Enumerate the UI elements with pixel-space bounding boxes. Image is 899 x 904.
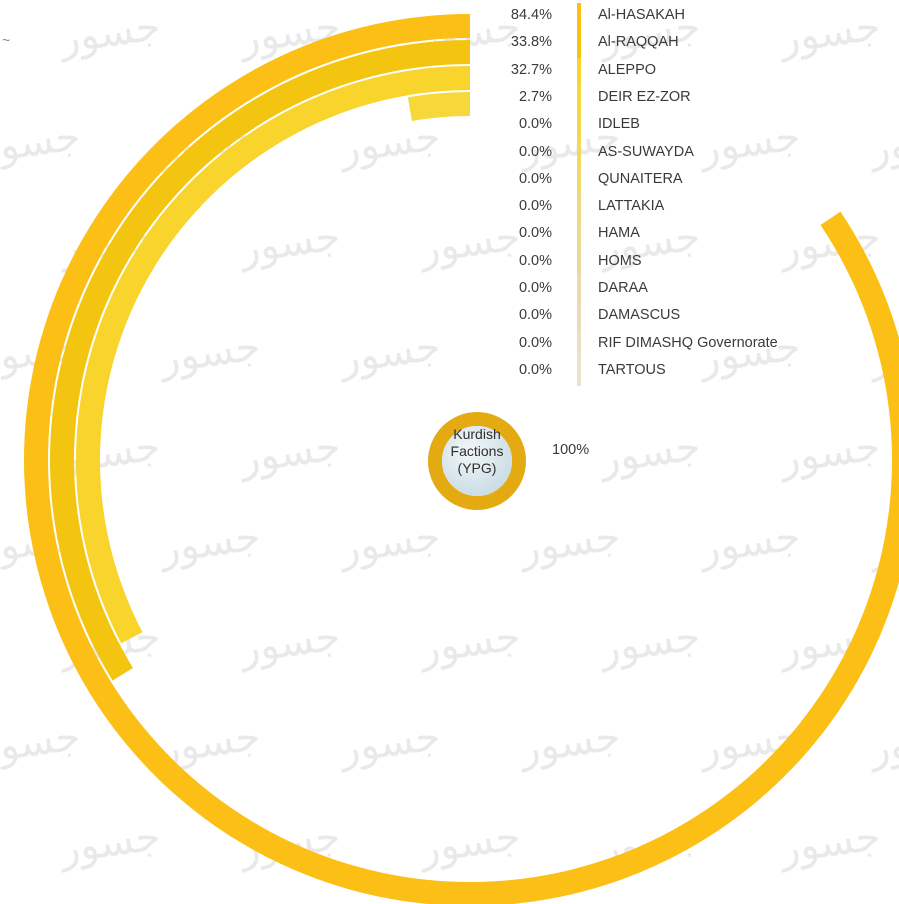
legend-row: 0.0% DAMASCUS — [0, 303, 899, 332]
legend-value: 0.0% — [518, 170, 552, 187]
legend-label: DAMASCUS — [598, 307, 681, 324]
legend-label: Al-RAQQAH — [598, 34, 679, 51]
legend-row: 0.0% AS-SUWAYDA — [0, 139, 899, 168]
legend-value: 32.7% — [510, 61, 552, 78]
legend-row: 0.0% IDLEB — [0, 112, 899, 141]
legend-value: 0.0% — [518, 252, 552, 269]
legend-swatch — [577, 166, 581, 196]
legend-value: 2.7% — [518, 88, 552, 105]
legend-swatch — [577, 248, 581, 277]
legend-row: 0.0% DARAA — [0, 276, 899, 305]
radial-bar-1 — [49, 40, 470, 681]
legend-label: AS-SUWAYDA — [598, 143, 694, 160]
legend-swatch — [577, 194, 581, 223]
legend-value: 0.0% — [518, 334, 552, 351]
legend-swatch — [577, 276, 581, 305]
legend-label: RIF DIMASHQ Governorate — [598, 334, 778, 351]
legend-swatch — [577, 330, 581, 359]
legend-label: LATTAKIA — [598, 198, 665, 215]
legend-swatch — [577, 221, 581, 250]
legend-label: Al-HASAKAH — [598, 7, 686, 23]
legend-swatch — [577, 139, 581, 168]
legend-row: 0.0% HOMS — [0, 248, 899, 277]
legend-value: 33.8% — [510, 34, 552, 51]
legend-row: 0.0% HAMA — [0, 221, 899, 250]
legend-value: 84.4% — [510, 7, 552, 23]
legend-label: ALEPPO — [598, 61, 657, 78]
legend-label: DEIR EZ-ZOR — [598, 88, 691, 105]
legend-value: 0.0% — [518, 116, 552, 133]
legend-swatch — [577, 57, 581, 86]
legend-label: HAMA — [598, 225, 640, 242]
legend-label: TARTOUS — [598, 361, 666, 378]
legend-value: 0.0% — [518, 361, 552, 378]
radial-bar-2 — [76, 66, 471, 644]
legend-value: 0.0% — [518, 307, 552, 324]
legend-row: 32.7% ALEPPO — [0, 57, 899, 86]
legend-swatch — [577, 357, 581, 387]
legend-label: HOMS — [598, 252, 642, 269]
center-value-label: 100% — [552, 442, 590, 458]
legend-value: 0.0% — [518, 225, 552, 242]
legend-row: 2.7% DEIR EZ-ZOR — [0, 84, 899, 114]
legend-row: 0.0% TARTOUS — [0, 357, 899, 387]
center-disc — [442, 426, 512, 496]
center-donut — [427, 411, 527, 511]
edge-glyph: ~ — [2, 32, 11, 48]
legend-row: 84.4% Al-HASAKAH — [0, 3, 899, 32]
legend-row: 0.0% RIF DIMASHQ Governorate — [0, 330, 899, 359]
legend-label: QUNAITERA — [598, 170, 683, 187]
legend-label: DARAA — [598, 280, 648, 296]
legend-row: 0.0% QUNAITERA — [0, 166, 899, 196]
legend-value: 0.0% — [518, 198, 552, 215]
legend-value: 0.0% — [518, 143, 552, 160]
legend-swatch — [577, 30, 581, 59]
center-label: Kurdish Factions (YPG) — [450, 426, 504, 476]
legend-swatch — [577, 84, 581, 114]
legend-swatch — [577, 112, 581, 141]
legend-swatch — [577, 3, 581, 32]
legend-row: 0.0% LATTAKIA — [0, 194, 899, 223]
legend-value: 0.0% — [518, 280, 552, 296]
legend-row: 33.8% Al-RAQQAH — [0, 30, 899, 59]
legend-label: IDLEB — [598, 116, 640, 133]
radial-bar-3 — [407, 92, 470, 121]
legend-swatch — [577, 303, 581, 332]
center-ring — [428, 412, 526, 510]
